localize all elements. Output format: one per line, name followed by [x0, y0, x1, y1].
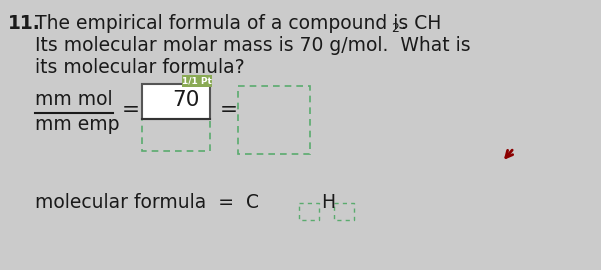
Text: =: =	[122, 100, 140, 120]
Text: The empirical formula of a compound is CH: The empirical formula of a compound is C…	[35, 14, 441, 33]
Text: mm mol: mm mol	[35, 90, 112, 109]
Text: .: .	[401, 14, 407, 33]
Text: 70: 70	[172, 90, 200, 110]
Text: =: =	[220, 100, 238, 120]
Text: its molecular formula?: its molecular formula?	[35, 58, 245, 77]
Text: molecular formula  =  C: molecular formula = C	[35, 193, 259, 212]
Bar	[182, 75, 212, 87]
Bar	[142, 84, 210, 119]
Text: Its molecular molar mass is 70 g/mol.  What is: Its molecular molar mass is 70 g/mol. Wh…	[35, 36, 471, 55]
Text: mm emp: mm emp	[35, 115, 120, 134]
Bar	[142, 119, 210, 151]
Bar	[334, 203, 354, 220]
Text: 11.: 11.	[8, 14, 41, 33]
Text: H: H	[321, 193, 335, 212]
Text: 1/1 Pt: 1/1 Pt	[182, 76, 212, 86]
Bar	[238, 86, 310, 154]
Bar	[299, 203, 319, 220]
Text: 2: 2	[391, 22, 399, 35]
